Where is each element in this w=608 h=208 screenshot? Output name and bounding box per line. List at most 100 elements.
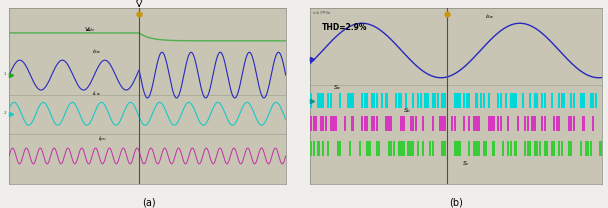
Bar: [330, 93, 332, 108]
Text: $i_{Sa}$: $i_{Sa}$: [92, 47, 101, 56]
Bar: [553, 116, 556, 131]
Bar: [322, 141, 325, 156]
Bar: [385, 116, 388, 131]
Text: (a): (a): [142, 198, 156, 208]
Text: $i_{pv}$: $i_{pv}$: [98, 135, 107, 145]
Bar: [544, 141, 546, 156]
Bar: [359, 141, 361, 156]
Bar: [339, 141, 342, 156]
Bar: [483, 141, 485, 156]
Bar: [527, 116, 529, 131]
Bar: [441, 141, 444, 156]
Bar: [320, 93, 322, 108]
Bar: [390, 116, 393, 131]
Bar: [339, 93, 342, 108]
Bar: [502, 141, 505, 156]
Bar: [522, 93, 524, 108]
Bar: [599, 141, 602, 156]
Bar: [420, 93, 422, 108]
Bar: [500, 116, 502, 131]
Bar: [580, 141, 582, 156]
Bar: [463, 93, 466, 108]
Bar: [497, 116, 500, 131]
Bar: [536, 93, 539, 108]
Bar: [475, 141, 478, 156]
Bar: [317, 93, 320, 108]
Bar: [364, 93, 366, 108]
Text: ink PPVa: ink PPVa: [313, 11, 330, 15]
Bar: [510, 93, 512, 108]
Text: $V_{dc}$: $V_{dc}$: [84, 25, 95, 34]
Bar: [458, 93, 461, 108]
Bar: [507, 116, 510, 131]
Bar: [592, 116, 595, 131]
Bar: [434, 93, 437, 108]
Bar: [492, 116, 495, 131]
Bar: [507, 141, 510, 156]
Bar: [524, 116, 527, 131]
Bar: [475, 116, 478, 131]
Bar: [444, 116, 446, 131]
Bar: [373, 116, 376, 131]
Bar: [327, 93, 330, 108]
Bar: [322, 116, 325, 131]
Bar: [488, 93, 490, 108]
Bar: [500, 93, 502, 108]
Bar: [412, 116, 415, 131]
Bar: [361, 93, 364, 108]
Bar: [456, 93, 458, 108]
Bar: [485, 141, 488, 156]
Bar: [590, 141, 592, 156]
Bar: [595, 93, 597, 108]
Bar: [366, 141, 368, 156]
Bar: [473, 141, 475, 156]
Bar: [376, 141, 378, 156]
Bar: [451, 116, 454, 131]
Bar: [349, 141, 351, 156]
Bar: [454, 93, 456, 108]
Bar: [561, 141, 563, 156]
Bar: [478, 141, 480, 156]
Bar: [536, 141, 539, 156]
Bar: [412, 141, 415, 156]
Text: 2: 2: [4, 111, 6, 115]
Text: (b): (b): [449, 198, 463, 208]
Bar: [563, 93, 565, 108]
Bar: [439, 116, 441, 131]
Bar: [349, 93, 351, 108]
Bar: [544, 93, 546, 108]
Bar: [364, 116, 366, 131]
Bar: [402, 116, 405, 131]
Bar: [322, 93, 325, 108]
Bar: [366, 93, 368, 108]
Bar: [313, 141, 315, 156]
Bar: [437, 93, 439, 108]
Bar: [347, 93, 349, 108]
Bar: [570, 93, 573, 108]
Bar: [592, 93, 595, 108]
Bar: [580, 93, 582, 108]
Bar: [429, 141, 432, 156]
Bar: [398, 93, 400, 108]
Text: 1: 1: [4, 72, 6, 76]
Bar: [395, 93, 398, 108]
Bar: [466, 93, 468, 108]
Bar: [458, 141, 461, 156]
Bar: [505, 93, 507, 108]
Bar: [398, 141, 400, 156]
Bar: [514, 93, 517, 108]
Bar: [441, 93, 444, 108]
Bar: [373, 93, 376, 108]
Text: A: A: [137, 0, 142, 2]
Bar: [558, 93, 561, 108]
Bar: [317, 141, 320, 156]
Text: $S_a$: $S_a$: [333, 83, 342, 92]
Bar: [444, 141, 446, 156]
Bar: [417, 93, 420, 108]
Bar: [546, 141, 548, 156]
Bar: [334, 116, 337, 131]
Text: $S_c$: $S_c$: [462, 159, 470, 168]
Bar: [330, 116, 332, 131]
Bar: [320, 116, 322, 131]
Bar: [410, 116, 412, 131]
